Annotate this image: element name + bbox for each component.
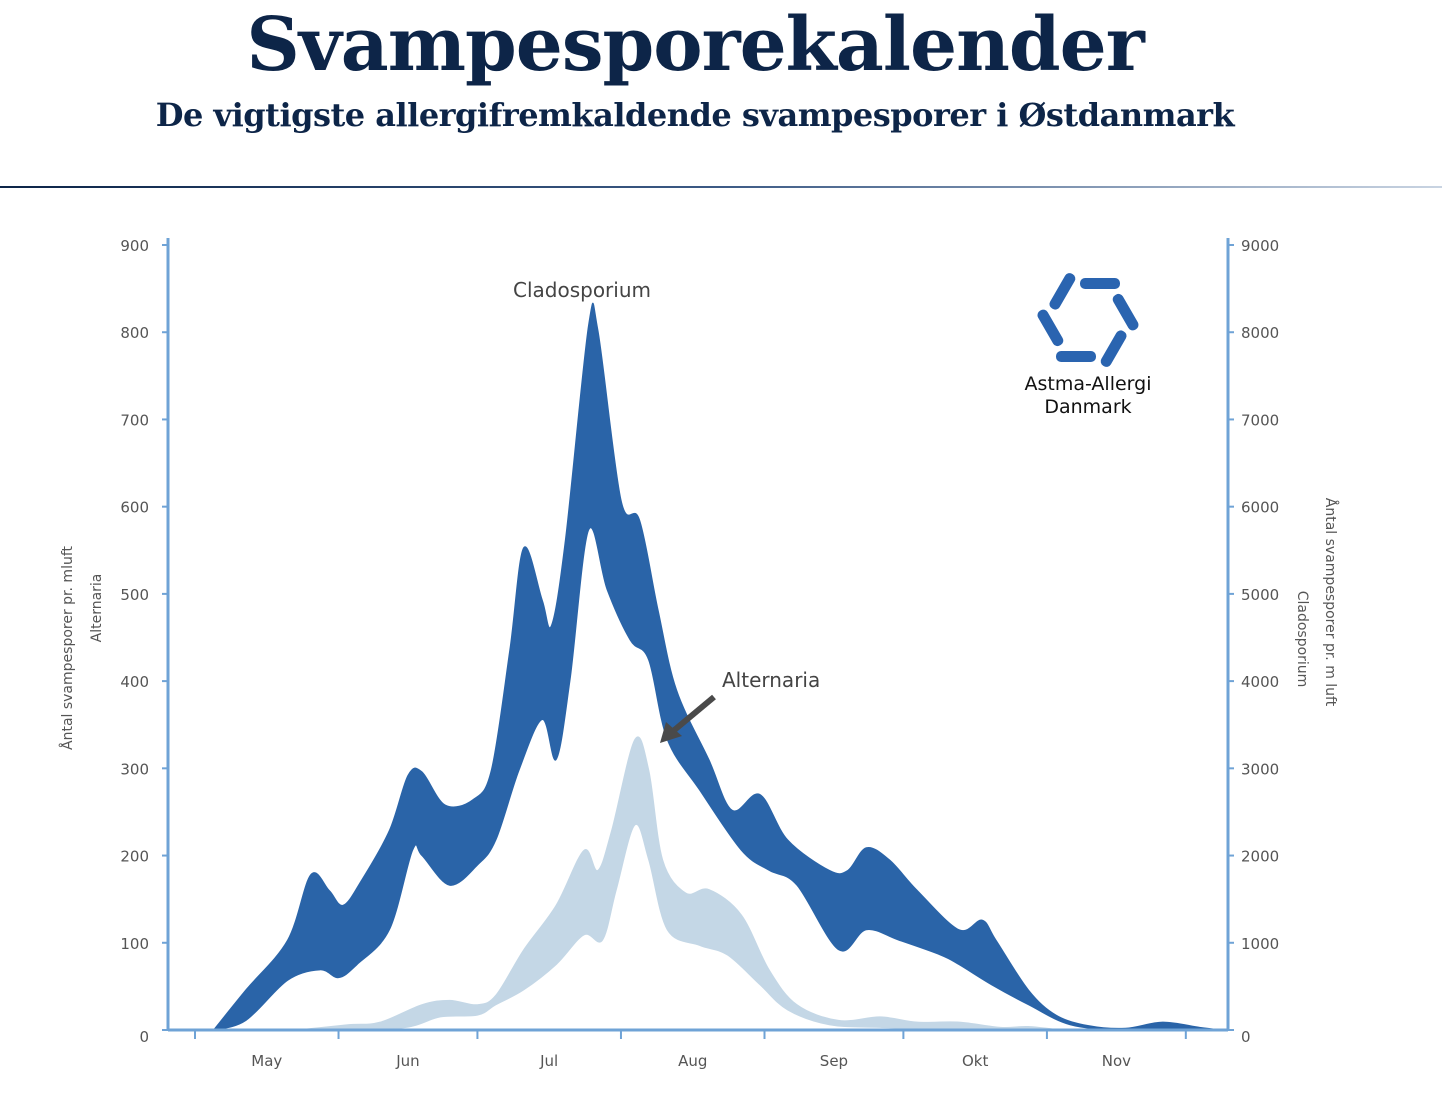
axes [162,238,1234,1039]
left-tick-label: 100 [120,935,149,953]
x-tick-label: Jul [539,1052,558,1070]
annotation-arrow [660,694,716,743]
annotation-alternaria: Alternaria [722,668,820,692]
page-title: Svampesporekalender [246,2,1144,88]
series-band-cladosporium [212,302,1223,1031]
right-tick-label: 4000 [1241,673,1279,691]
right-tick-label: 9000 [1241,237,1279,255]
left-tick-label: 200 [120,848,149,866]
right-tick-label: 8000 [1241,324,1279,342]
right-tick-label: 5000 [1241,586,1279,604]
x-tick-label: Nov [1102,1052,1131,1070]
x-tick-label: Jun [395,1052,419,1070]
left-axis-subtitle: Alternaria [89,574,105,643]
tick-labels: 0100200300400500600700800900010002000300… [120,237,1279,1070]
logo: Astma-Allergi Danmark [1025,273,1152,418]
x-tick-label: Sep [820,1052,848,1070]
right-tick-label: 2000 [1241,848,1279,866]
x-tick-label: May [251,1052,282,1070]
annotation-cladosporium: Cladosporium [513,278,651,302]
x-tick-label: Aug [678,1052,707,1070]
logo-petal [1049,273,1076,310]
left-tick-label: 300 [120,760,149,778]
right-axis-subtitle: Cladosporium [1294,591,1310,688]
right-tick-label: 1000 [1241,935,1279,953]
left-tick-label: 600 [120,499,149,517]
right-tick-label: 0 [1241,1028,1251,1046]
logo-petal [1112,293,1139,331]
series-band-alternaria [296,736,1061,1031]
logo-petal [1037,309,1064,347]
left-axis-title: Åntal svampesporer pr. mluft [59,545,76,750]
left-tick-label: 400 [120,673,149,691]
left-tick-label: 500 [120,586,149,604]
series-areas [212,302,1223,1031]
logo-mark-icon [1037,273,1139,367]
left-tick-label: 700 [120,411,149,429]
logo-text-line2: Danmark [1044,396,1131,418]
left-tick-label: 900 [120,237,149,255]
left-tick-label: 0 [139,1028,149,1046]
right-tick-label: 3000 [1241,760,1279,778]
x-tick-label: Okt [962,1052,988,1070]
logo-petal [1056,351,1096,362]
logo-petal [1080,278,1120,289]
header-divider [0,186,1442,188]
logo-petal [1100,330,1127,367]
right-tick-label: 7000 [1241,411,1279,429]
left-tick-label: 800 [120,324,149,342]
logo-text-line1: Astma-Allergi [1025,373,1152,395]
page-subtitle: De vigtigste allergifremkaldende svampes… [155,96,1235,134]
right-axis-title: Åntal svampesporer pr. m luft [1322,498,1339,707]
right-tick-label: 6000 [1241,499,1279,517]
